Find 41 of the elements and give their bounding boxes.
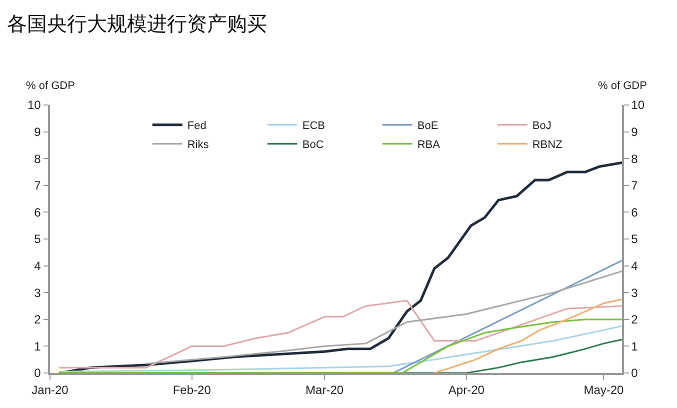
y-tick-label: 9 <box>34 125 42 139</box>
y-tick-label: 5 <box>34 232 42 246</box>
y-tick-label: 2 <box>34 312 42 327</box>
y2-tick-label: 8 <box>631 152 638 166</box>
line-series <box>145 270 622 364</box>
x-tick-label: May-20 <box>584 383 624 398</box>
x-tick-label: Jan-20 <box>32 383 69 398</box>
y-tick-label: 0 <box>34 366 42 380</box>
y-tick-label: 4 <box>34 259 42 273</box>
y2-tick-label: 9 <box>631 125 638 139</box>
y2-tick-label: 5 <box>631 232 638 246</box>
y-tick-label: 7 <box>34 178 42 193</box>
y-axis-title: % of GDP <box>26 80 75 92</box>
legend-label: Fed <box>187 120 206 132</box>
y2-tick-label: 3 <box>631 286 638 300</box>
legend-label: RBA <box>417 139 441 152</box>
y-tick-label: 3 <box>34 286 42 300</box>
y-tick-label: 1 <box>34 339 42 354</box>
y-tick-label: 10 <box>27 98 42 112</box>
y2-tick-label: 6 <box>631 205 638 220</box>
x-tick-label: Feb-20 <box>172 383 212 398</box>
y-tick-label: 8 <box>34 152 42 166</box>
y2-axis-title: % of GDP <box>598 80 647 92</box>
y2-tick-label: 1 <box>631 339 638 354</box>
x-tick-label: Apr-20 <box>448 383 485 398</box>
y2-tick-label: 7 <box>631 178 638 193</box>
y2-tick-label: 0 <box>631 366 638 380</box>
legend-label: RBNZ <box>532 139 563 152</box>
y2-tick-label: 4 <box>631 259 638 273</box>
y2-tick-label: 2 <box>631 312 638 327</box>
chart-title: 各国央行大规模进行资产购买 <box>6 13 267 36</box>
legend-label: BoJ <box>532 120 552 132</box>
legend-label: BoE <box>417 120 438 132</box>
line-series <box>434 298 622 373</box>
legend-label: ECB <box>302 120 325 132</box>
x-tick-label: Mar-20 <box>306 383 344 398</box>
legend-label: BoC <box>302 139 324 152</box>
y2-tick-label: 10 <box>631 98 645 112</box>
y-tick-label: 6 <box>34 205 42 220</box>
legend-label: Riks <box>187 139 210 152</box>
line-series <box>58 300 622 368</box>
